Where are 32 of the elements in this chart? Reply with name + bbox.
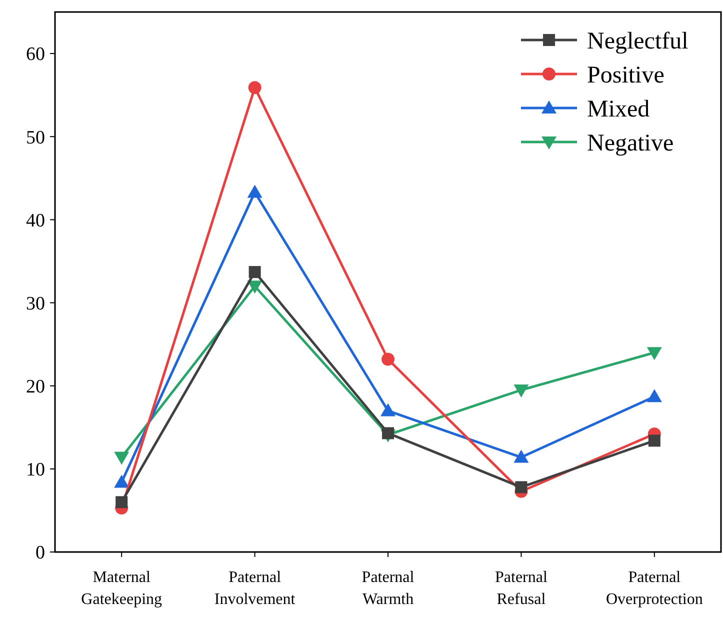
point — [116, 496, 128, 508]
x-tick-label: Paternal Refusal — [494, 569, 548, 608]
point — [248, 81, 262, 94]
point — [114, 474, 130, 488]
point — [646, 389, 662, 402]
x-tick-label: Paternal Overprotection — [606, 569, 703, 608]
point — [646, 347, 662, 360]
point — [382, 352, 394, 366]
y-tick-label: 20 — [26, 376, 45, 398]
y-tick-label: 30 — [26, 293, 45, 314]
point — [515, 481, 528, 494]
point — [247, 184, 262, 198]
legend-label: Negative — [587, 130, 674, 156]
point — [380, 403, 396, 416]
x-tick-label: Paternal Involvement — [214, 569, 296, 608]
y-tick-label: 40 — [26, 210, 45, 232]
point — [382, 427, 394, 440]
y-tick-label: 0 — [36, 542, 45, 564]
point — [248, 266, 261, 278]
y-tick-label: 50 — [26, 127, 45, 148]
x-tick-label: Paternal Warmth — [362, 569, 415, 608]
point — [114, 452, 130, 465]
y-tick-label: 60 — [26, 44, 45, 66]
point — [648, 434, 660, 447]
point — [247, 280, 262, 294]
point — [514, 450, 529, 463]
point — [514, 384, 529, 398]
legend-label: Neglectful — [587, 28, 689, 54]
y-tick-label: 10 — [26, 460, 45, 481]
x-tick-label: Maternal Gatekeeping — [81, 569, 162, 608]
legend-label: Mixed — [587, 96, 650, 122]
legend-label: Positive — [587, 62, 664, 88]
